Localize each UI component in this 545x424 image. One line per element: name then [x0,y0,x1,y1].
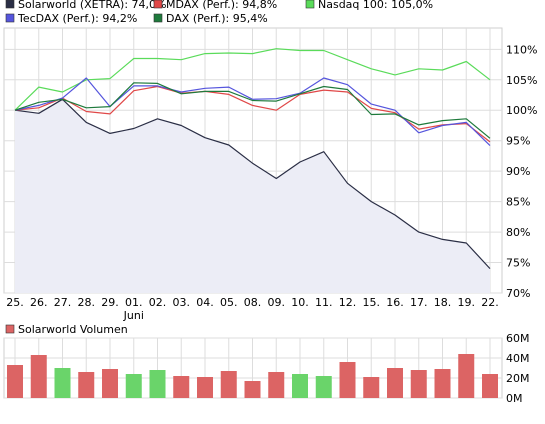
y-tick-label-8: 110% [506,43,537,56]
x-tick-label-18: 18. [434,296,452,309]
volume-bar-1 [30,355,47,398]
volume-y-tick-0: 0M [506,392,523,405]
y-tick-label-4: 90% [506,165,530,178]
volume-bar-17 [410,370,427,398]
y-tick-label-1: 75% [506,257,530,270]
x-tick-label-9: 05. [220,296,238,309]
y-tick-label-3: 85% [506,196,530,209]
volume-bar-0 [7,365,23,398]
x-tick-label-10: 08. [244,296,262,309]
volume-bar-20 [482,374,498,398]
volume-title: Solarworld Volumen [18,323,128,336]
legend-swatch-0 [5,0,15,9]
volume-bar-10 [244,381,261,398]
x-tick-label-15: 15. [363,296,381,309]
volume-bar-11 [268,372,285,398]
x-tick-label-17: 17. [410,296,428,309]
series-line-2 [14,48,491,111]
series-line-3 [14,77,491,147]
legend-label-3: TecDAX (Perf.): 94,2% [17,12,137,25]
x-tick-label-8: 04. [196,296,214,309]
x-tick-label-3: 28. [78,296,96,309]
x-tick-label-11: 09. [268,296,286,309]
volume-bar-5 [125,374,142,398]
volume-bar-3 [78,372,95,398]
x-tick-label-14: 12. [339,296,357,309]
y-tick-label-7: 105% [506,74,537,87]
x-tick-label-6: 02. [149,296,167,309]
volume-bar-9 [220,371,237,398]
series-area-0 [15,99,490,293]
volume-bar-16 [387,368,403,398]
volume-bar-18 [434,369,451,398]
x-tick-label-5: 01. [125,296,143,309]
x-tick-label-19: 19. [458,296,476,309]
legend-label-0: Solarworld (XETRA): 74,0% [18,0,166,11]
series-line-1 [14,85,491,143]
volume-bar-6 [149,370,166,398]
volume-bar-15 [363,377,380,398]
volume-bar-19 [458,354,475,398]
x-tick-label-16: 16. [386,296,404,309]
volume-bar-12 [292,374,308,398]
y-tick-label-2: 80% [506,226,530,239]
x-tick-label-12: 10. [291,296,309,309]
x-tick-label-1: 26. [30,296,48,309]
volume-bar-13 [315,376,332,398]
volume-y-tick-3: 60M [506,332,530,345]
legend-swatch-1 [153,0,163,9]
volume-y-tick-2: 40M [506,352,530,365]
x-tick-label-2: 27. [54,296,72,309]
legend-swatch-2 [305,0,315,9]
x-tick-label-13: 11. [315,296,333,309]
volume-y-tick-1: 20M [506,372,530,385]
volume-bar-7 [173,376,190,398]
x-tick-label-0: 25. [6,296,24,309]
x-tick-label-20: 22. [481,296,499,309]
y-tick-label-0: 70% [506,287,530,300]
legend-swatch-3 [5,13,15,23]
series-line-0 [14,98,491,270]
volume-legend-swatch [5,324,15,334]
legend-label-2: Nasdaq 100: 105,0% [318,0,433,11]
volume-bar-8 [197,377,213,398]
series-line-4 [14,82,491,139]
volume-bar-14 [339,362,356,398]
y-tick-label-5: 95% [506,135,530,148]
y-tick-label-6: 100% [506,104,537,117]
volume-bar-4 [102,369,118,398]
x-tick-label-4: 29. [101,296,119,309]
volume-bar-2 [54,368,71,398]
legend-swatch-4 [153,13,163,23]
x-sublabel: Juni [123,309,144,322]
legend-label-4: DAX (Perf.): 95,4% [166,12,268,25]
x-tick-label-7: 03. [173,296,191,309]
legend-label-1: MDAX (Perf.): 94,8% [166,0,277,11]
